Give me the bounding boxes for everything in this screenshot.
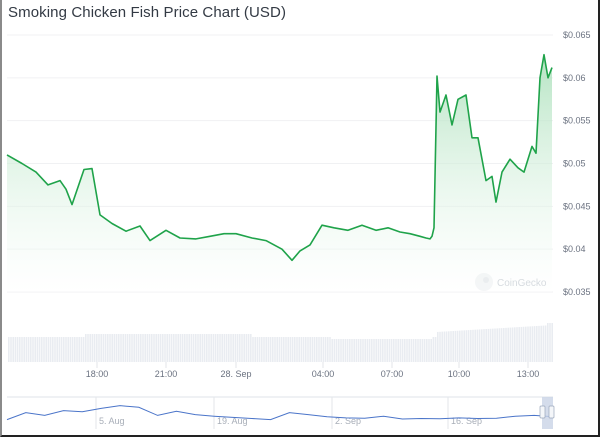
y-tick-label: $0.04: [563, 244, 586, 254]
navigator-tick-label: 16. Sep: [451, 416, 482, 426]
x-tick-label: 18:00: [86, 369, 109, 379]
navigator-tick-label: 19. Aug: [217, 416, 248, 426]
y-tick-label: $0.05: [563, 159, 586, 169]
navigator-tick-label: 5. Aug: [99, 416, 125, 426]
price-line: [6, 53, 553, 262]
x-axis-labels: 18:00 21:00 28. Sep 04:00 07:00 10:00 13:00: [86, 362, 540, 379]
x-tick-label: 07:00: [381, 369, 404, 379]
y-tick-label: $0.055: [563, 116, 591, 126]
y-axis-labels: $0.065 $0.06 $0.055 $0.05 $0.045 $0.04 $0.035: [563, 30, 591, 297]
navigator-left-handle[interactable]: [539, 405, 546, 419]
x-tick-label: 13:00: [517, 369, 540, 379]
price-area: [7, 54, 552, 293]
x-tick-label: 28. Sep: [220, 369, 251, 379]
x-tick-label: 10:00: [448, 369, 471, 379]
x-tick-label: 21:00: [155, 369, 178, 379]
x-tick-label: 04:00: [312, 369, 335, 379]
y-tick-label: $0.035: [563, 287, 591, 297]
chart-title: Smoking Chicken Fish Price Chart (USD): [8, 4, 287, 21]
y-tick-label: $0.06: [563, 73, 586, 83]
navigator-right-handle[interactable]: [548, 405, 555, 419]
navigator-tick-label: 2. Sep: [335, 416, 361, 426]
y-tick-label: $0.045: [563, 201, 591, 211]
navigator-selection[interactable]: [542, 397, 553, 429]
y-tick-label: $0.065: [563, 30, 591, 40]
navigator-line: [6, 405, 554, 421]
navigator[interactable]: 5. Aug 19. Aug 2. Sep 16. Sep: [6, 396, 555, 429]
volume-bars: [8, 323, 553, 362]
